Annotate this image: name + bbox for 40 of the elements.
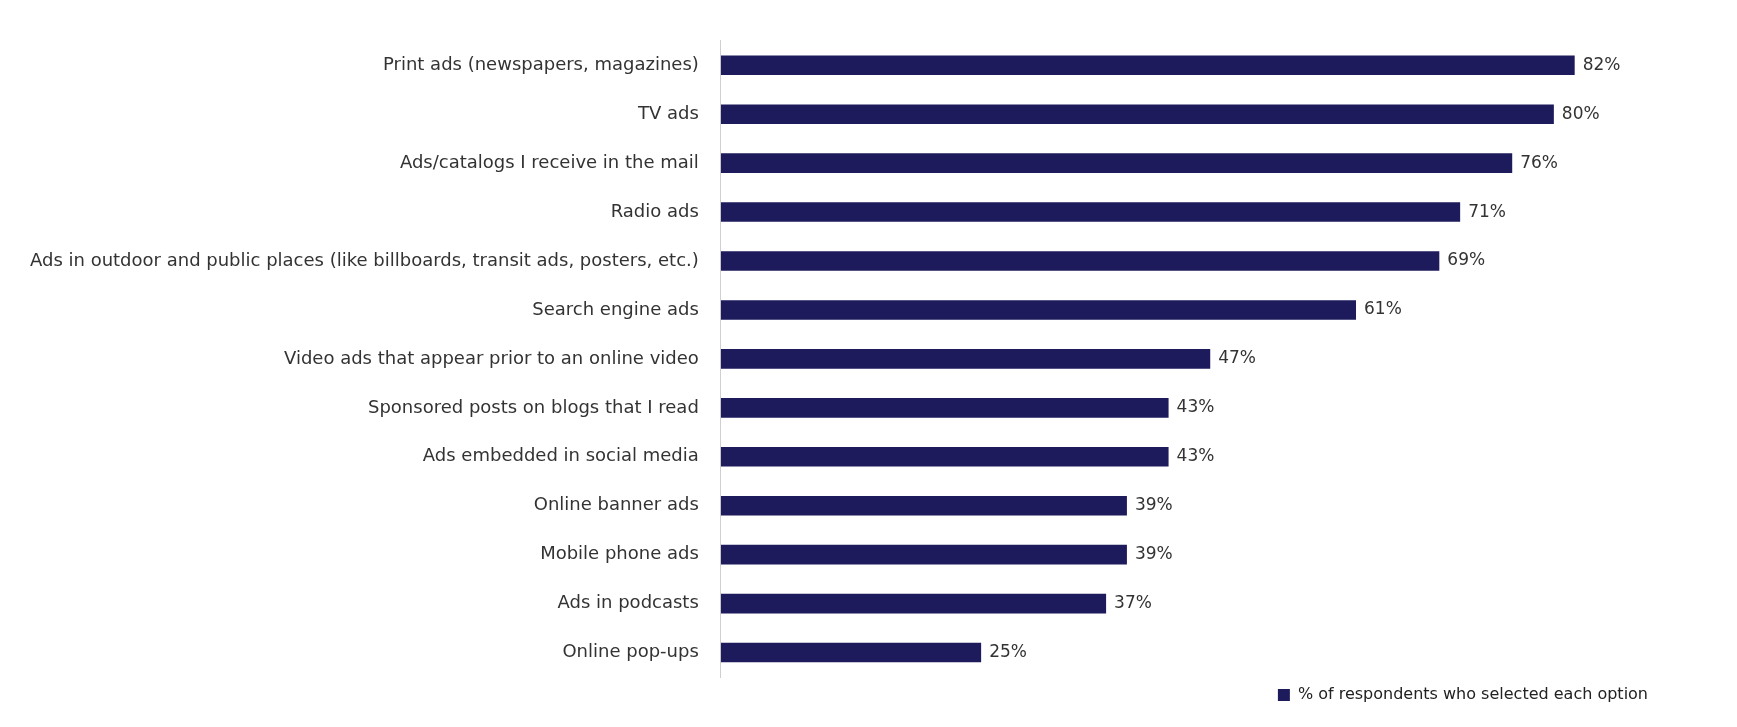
y-tick-label: Video ads that appear prior to an online video — [283, 346, 699, 368]
data-label: 43% — [1176, 396, 1215, 417]
bar — [720, 202, 1461, 222]
data-label: 37% — [1114, 592, 1152, 613]
y-tick-label: Print ads (newspapers, magazines) — [382, 52, 699, 74]
y-tick-label: Ads in podcasts — [557, 591, 699, 613]
y-tick-label: Ads embedded in social media — [422, 444, 699, 466]
legend-label: % of respondents who selected each option — [1297, 684, 1649, 704]
data-label: 39% — [1134, 494, 1173, 515]
data-label: 47% — [1218, 347, 1257, 368]
y-tick-label: Mobile phone ads — [540, 542, 699, 564]
data-label: 61% — [1364, 298, 1402, 319]
bar — [720, 544, 1127, 565]
bar — [720, 593, 1107, 614]
bar — [720, 153, 1513, 173]
bar — [720, 446, 1169, 467]
data-label: 71% — [1468, 200, 1506, 221]
data-label: 82% — [1582, 53, 1621, 74]
bar — [720, 300, 1357, 320]
bar — [720, 104, 1554, 124]
y-tick-label: Radio ads — [610, 199, 699, 221]
y-tick-label: Ads/catalogs I receive in the mail — [399, 150, 699, 172]
y-tick-label: Search engine ads — [532, 297, 699, 319]
data-label: 39% — [1134, 543, 1173, 564]
bar — [720, 55, 1575, 76]
y-tick-label: Online banner ads — [533, 493, 699, 515]
bar — [720, 642, 982, 663]
data-label: 69% — [1447, 249, 1486, 270]
bar — [720, 251, 1440, 271]
y-tick-label: Sponsored posts on blogs that I read — [367, 395, 699, 417]
data-label: 80% — [1561, 102, 1600, 123]
y-tick-label: Ads in outdoor and public places (like billboards, transit ads, posters, etc.) — [29, 248, 699, 270]
data-label: 76% — [1520, 151, 1559, 172]
y-tick-label: Online pop-ups — [562, 640, 699, 662]
bar — [720, 398, 1169, 418]
y-tick-label: TV ads — [636, 101, 699, 123]
data-label: 25% — [989, 640, 1027, 661]
bar — [720, 349, 1211, 369]
bar — [720, 495, 1127, 516]
data-label: 43% — [1176, 445, 1215, 466]
